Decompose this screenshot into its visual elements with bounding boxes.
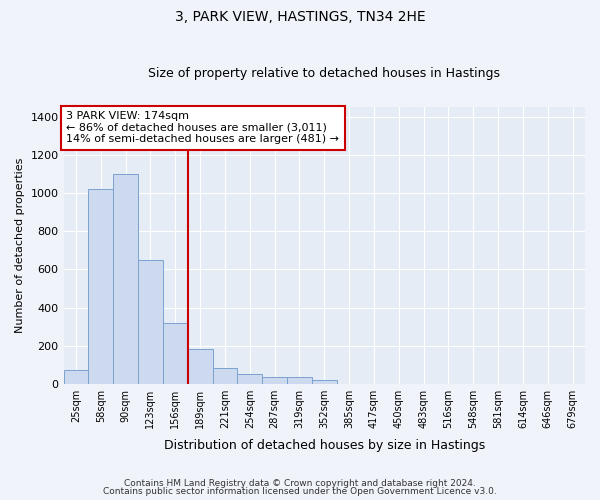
- Bar: [138, 260, 163, 384]
- Title: Size of property relative to detached houses in Hastings: Size of property relative to detached ho…: [148, 66, 500, 80]
- Y-axis label: Number of detached properties: Number of detached properties: [15, 158, 25, 334]
- Bar: [88, 189, 113, 384]
- Bar: [188, 349, 212, 384]
- Bar: [113, 174, 138, 384]
- X-axis label: Distribution of detached houses by size in Hastings: Distribution of detached houses by size …: [164, 440, 485, 452]
- Bar: [64, 370, 88, 384]
- Text: 3 PARK VIEW: 174sqm
← 86% of detached houses are smaller (3,011)
14% of semi-det: 3 PARK VIEW: 174sqm ← 86% of detached ho…: [66, 111, 339, 144]
- Bar: [212, 368, 238, 384]
- Bar: [262, 376, 287, 384]
- Bar: [238, 374, 262, 384]
- Bar: [312, 380, 337, 384]
- Text: Contains public sector information licensed under the Open Government Licence v3: Contains public sector information licen…: [103, 487, 497, 496]
- Text: Contains HM Land Registry data © Crown copyright and database right 2024.: Contains HM Land Registry data © Crown c…: [124, 478, 476, 488]
- Text: 3, PARK VIEW, HASTINGS, TN34 2HE: 3, PARK VIEW, HASTINGS, TN34 2HE: [175, 10, 425, 24]
- Bar: [163, 323, 188, 384]
- Bar: [287, 378, 312, 384]
